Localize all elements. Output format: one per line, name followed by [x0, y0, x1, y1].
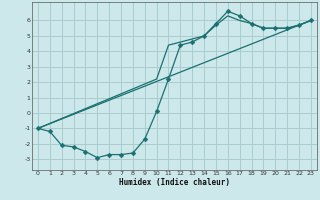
- X-axis label: Humidex (Indice chaleur): Humidex (Indice chaleur): [119, 178, 230, 187]
